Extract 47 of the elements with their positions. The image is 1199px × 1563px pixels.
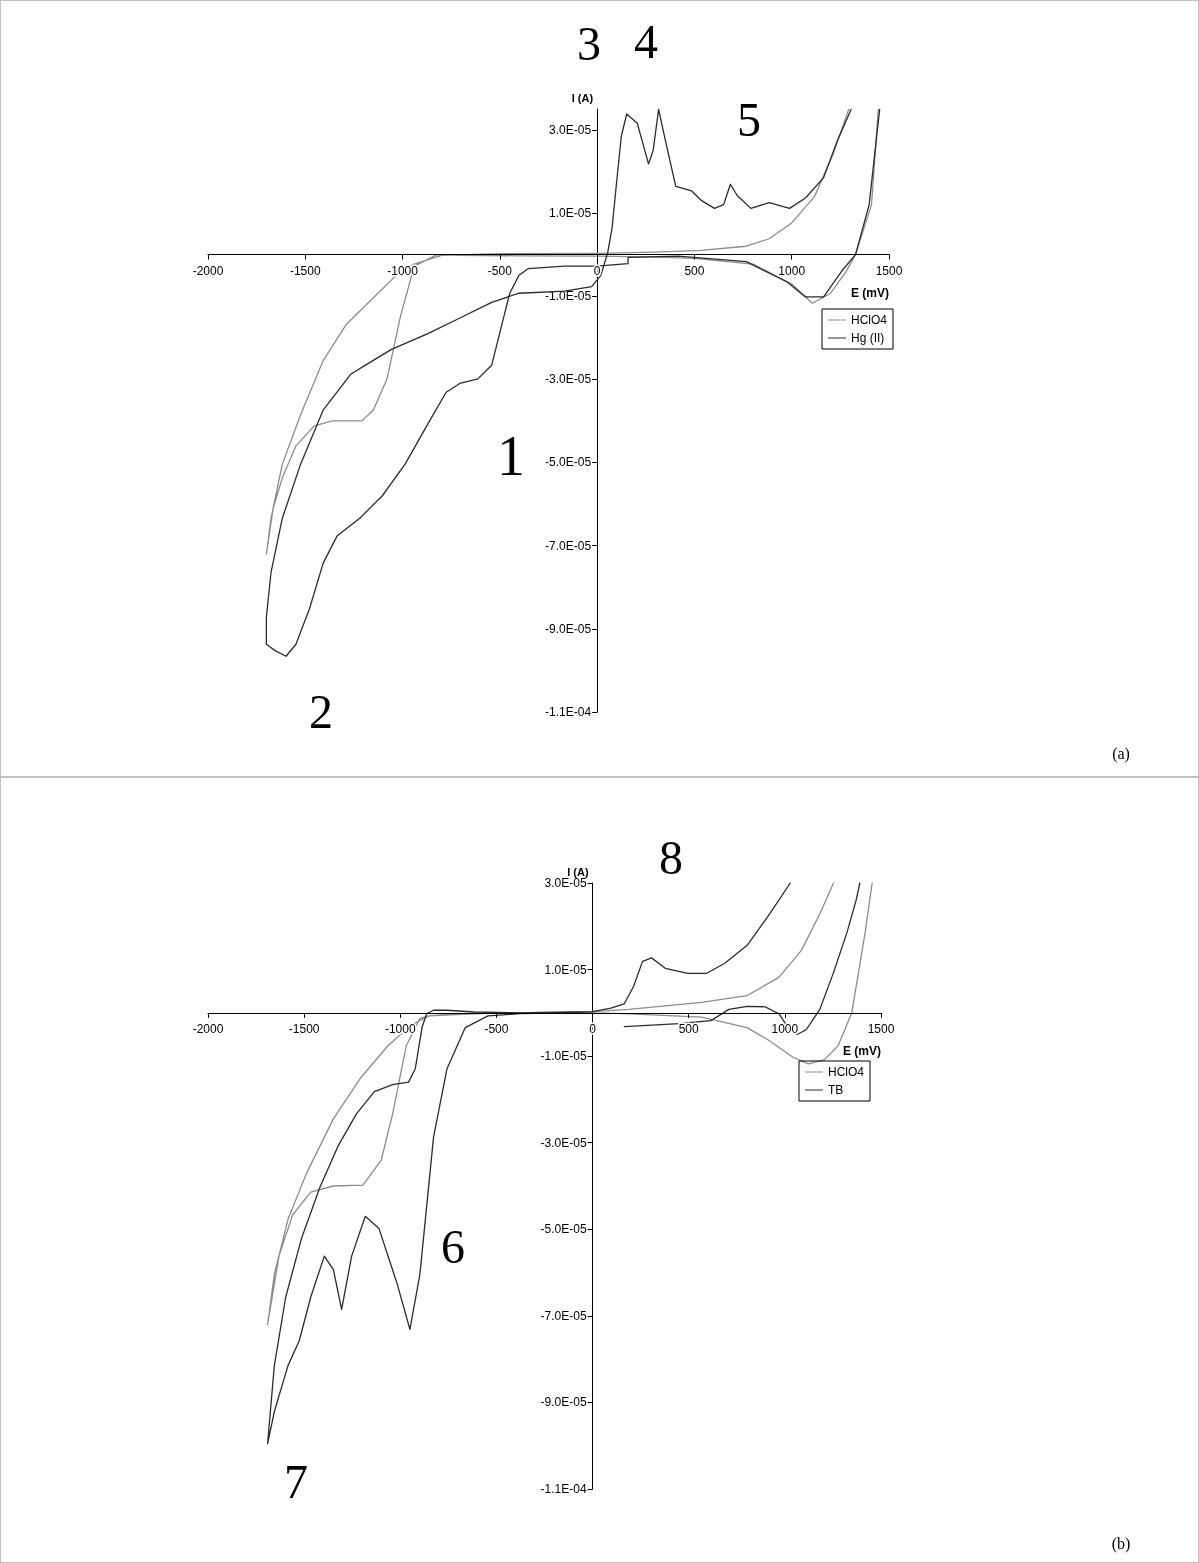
annotation: 5 xyxy=(737,92,761,146)
y-tick-label: -1.1E-04 xyxy=(545,705,592,719)
legend-label: HClO4 xyxy=(827,1065,865,1079)
x-tick-label: -500 xyxy=(487,263,513,278)
x-tick-label: -500 xyxy=(484,1021,509,1036)
annotation: 8 xyxy=(659,830,683,884)
y-tick-label: -5.0E-05 xyxy=(545,455,592,470)
annotation: 6 xyxy=(441,1219,465,1273)
legend-label: TB xyxy=(827,1083,844,1097)
y-tick-label: -7.0E-05 xyxy=(540,1308,587,1323)
y-tick-label: -1.0E-05 xyxy=(540,1049,587,1064)
annotation: 2 xyxy=(309,684,333,738)
x-tick-label: 500 xyxy=(678,1021,700,1036)
x-tick-label: -1500 xyxy=(288,1021,320,1036)
text: 3 xyxy=(577,16,601,70)
y-tick-label: -9.0E-05 xyxy=(540,1395,587,1410)
annotation: 1 xyxy=(497,425,525,487)
x-tick-label: 1000 xyxy=(778,263,806,278)
x-tick-label: -1000 xyxy=(387,263,419,278)
y-axis-title: I (A) xyxy=(567,865,589,878)
x-tick-label: -2000 xyxy=(192,1021,224,1036)
y-tick-label: -3.0E-05 xyxy=(545,372,592,387)
x-axis-title: E (mV) xyxy=(842,1043,881,1058)
y-axis-title: I (A) xyxy=(571,91,594,104)
text: 4 xyxy=(634,14,658,68)
legend-label: Hg (II) xyxy=(850,331,885,345)
text: (b) xyxy=(1111,1534,1131,1553)
text: (a) xyxy=(1112,744,1130,763)
annotation: 7 xyxy=(284,1454,308,1508)
legend-label: HClO4 xyxy=(850,313,888,327)
y-tick-label: 3.0E-05 xyxy=(544,876,587,890)
y-tick-label: 3.0E-05 xyxy=(549,122,592,137)
y-tick-label: 1.0E-05 xyxy=(549,205,592,220)
x-tick-label: 1500 xyxy=(867,1021,895,1036)
x-tick-label: -1500 xyxy=(289,263,321,278)
x-axis-title: E (mV) xyxy=(850,285,889,300)
x-tick-label: 500 xyxy=(684,263,705,278)
y-tick-label: -1.1E-04 xyxy=(540,1482,587,1496)
y-tick-label: -9.0E-05 xyxy=(545,621,592,636)
x-tick-label: -1000 xyxy=(384,1021,416,1036)
y-tick-label: -5.0E-05 xyxy=(540,1222,587,1237)
y-tick-label: -3.0E-05 xyxy=(540,1135,587,1150)
y-tick-label: 1.0E-05 xyxy=(544,962,587,977)
x-tick-label: -2000 xyxy=(192,263,224,278)
x-tick-label: 1500 xyxy=(875,263,903,278)
y-tick-label: -7.0E-05 xyxy=(545,538,592,553)
y-tick-label: -1.0E-05 xyxy=(545,289,592,304)
